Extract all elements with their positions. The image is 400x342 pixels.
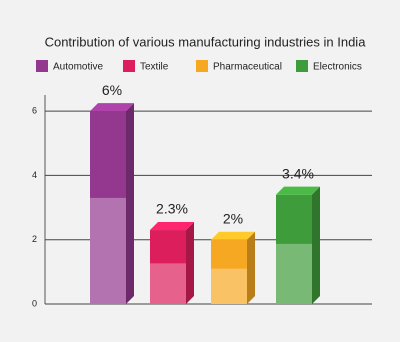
legend-label: Electronics [313, 62, 362, 73]
bar-top [211, 231, 255, 240]
legend-label: Automotive [53, 62, 103, 73]
bar-side [186, 222, 194, 304]
bar [150, 230, 186, 304]
bar-top [90, 103, 134, 112]
y-tick-label: 6 [32, 105, 37, 115]
y-tick-label: 0 [32, 298, 37, 308]
bar-highlight [90, 197, 126, 304]
bar-highlight [150, 263, 186, 304]
y-tick-label: 4 [32, 170, 37, 180]
bar-highlight [276, 243, 312, 304]
bar-top [150, 222, 194, 231]
legend-swatch [296, 60, 308, 72]
legend-swatch [36, 60, 48, 72]
bar [90, 111, 126, 304]
bar-side [312, 186, 320, 304]
legend-label: Textile [140, 62, 169, 73]
legend-label: Pharmaceutical [213, 62, 282, 73]
bar-highlight [211, 268, 247, 304]
chart-title: Contribution of various manufacturing in… [45, 34, 367, 49]
legend-swatch [196, 60, 208, 72]
bar [276, 194, 312, 304]
value-label: 6% [102, 82, 122, 98]
value-label: 3.4% [282, 165, 314, 181]
legend-swatch [123, 60, 135, 72]
y-tick-label: 2 [32, 234, 37, 244]
bar-side [247, 231, 255, 304]
bar [211, 239, 247, 304]
bar-top [276, 186, 320, 195]
bar-side [126, 103, 134, 304]
value-label: 2% [223, 210, 243, 226]
value-label: 2.3% [156, 201, 188, 217]
